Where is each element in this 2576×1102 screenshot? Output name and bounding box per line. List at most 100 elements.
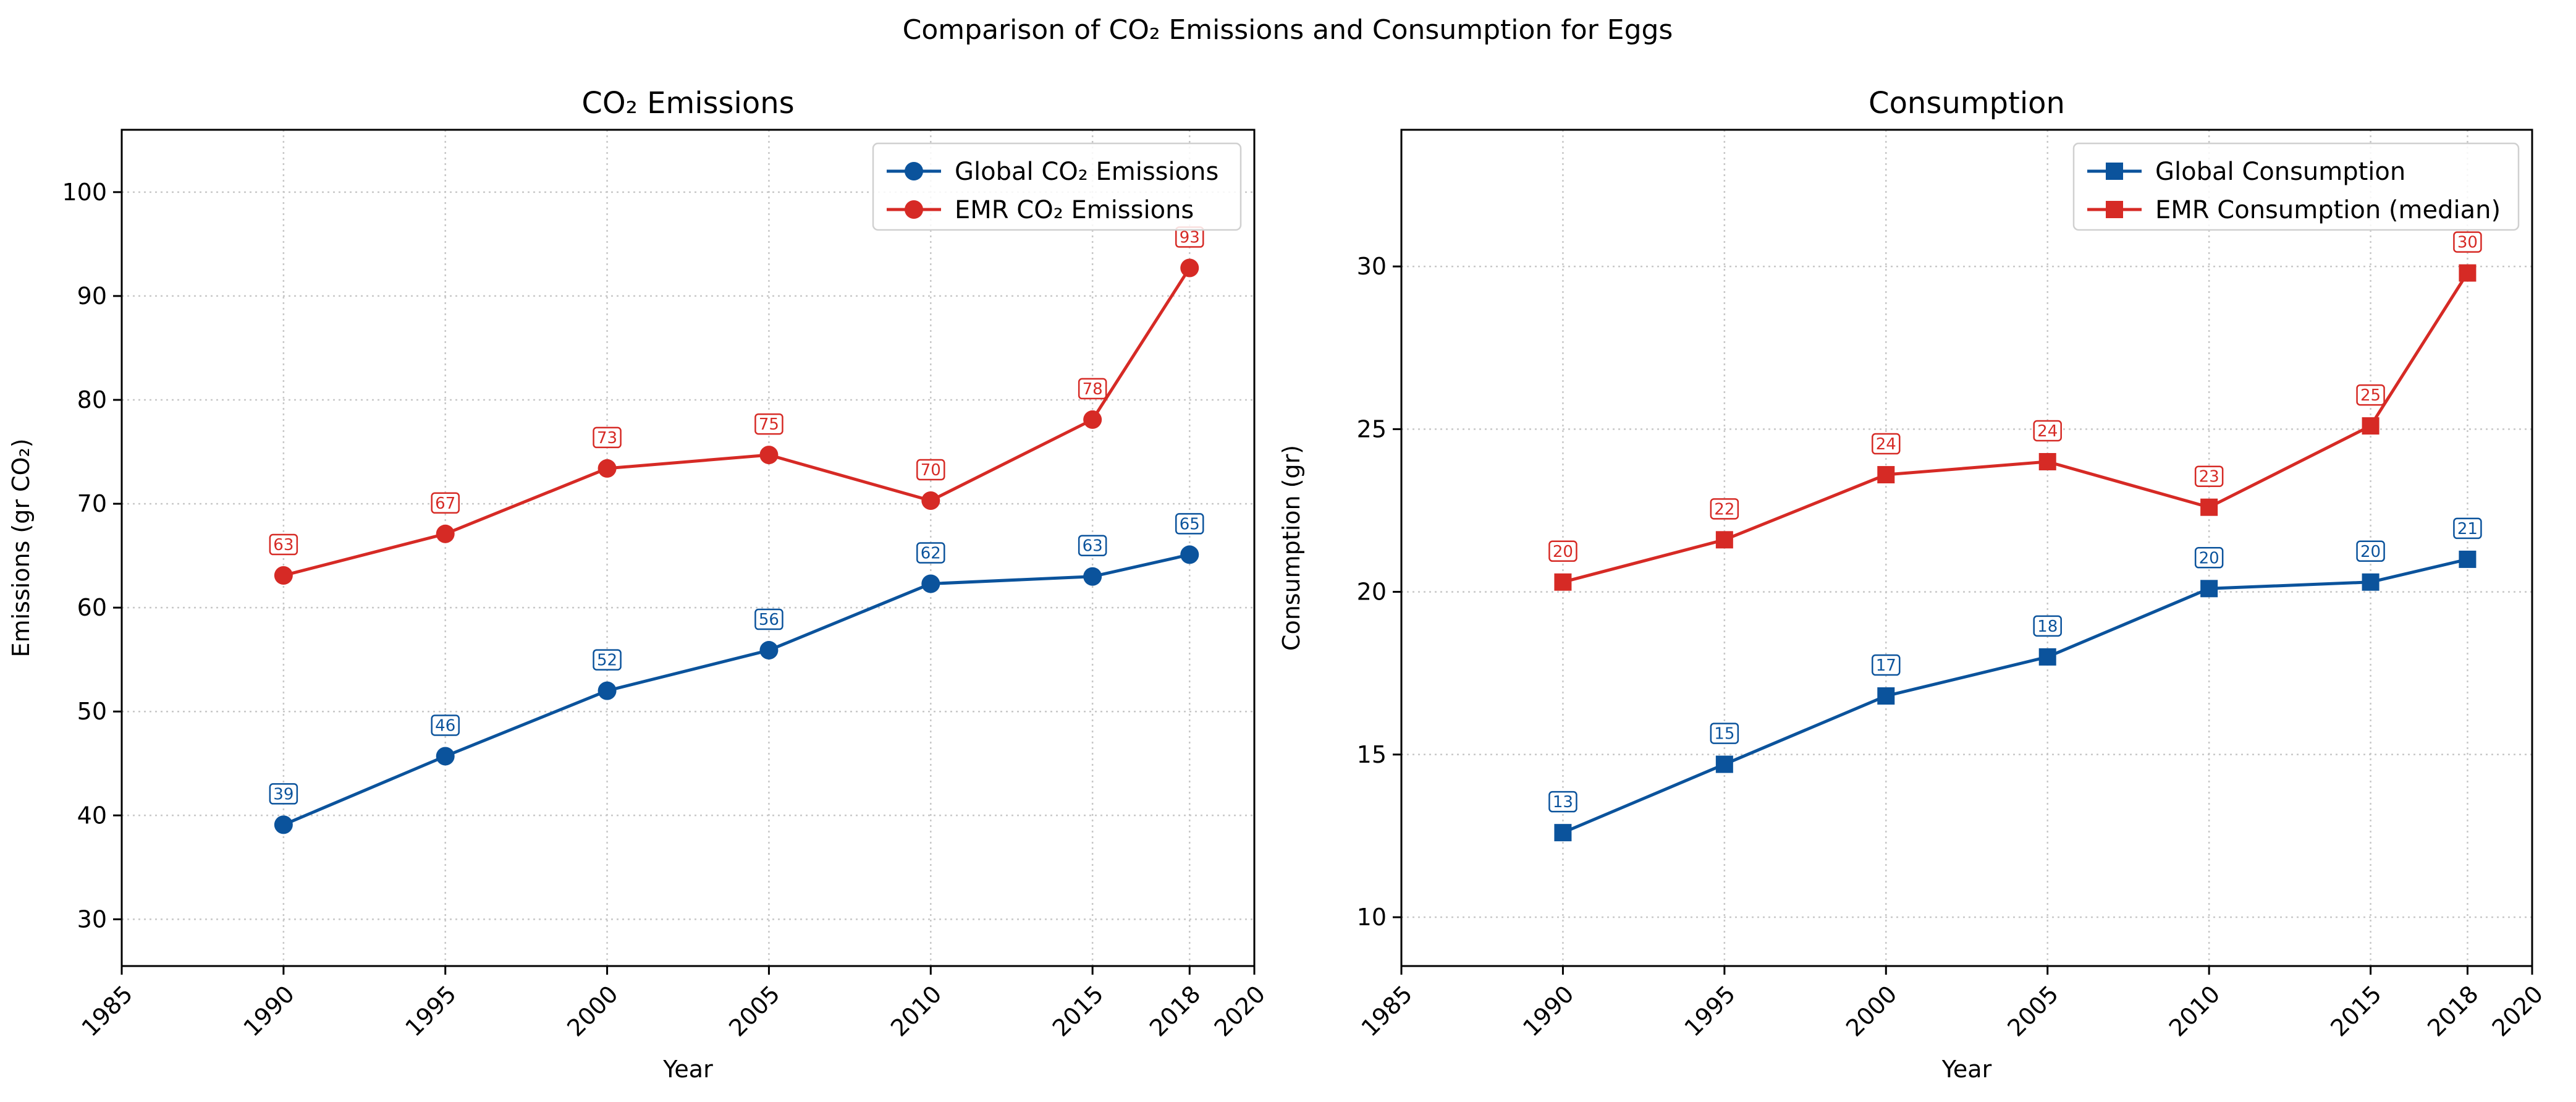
legend-marker (905, 200, 923, 219)
data-label: 15 (1714, 725, 1734, 744)
y-tick-label: 60 (77, 594, 107, 621)
y-tick-label: 70 (77, 490, 107, 517)
legend-item: Global CO₂ Emissions (887, 158, 1218, 186)
data-label-box (2356, 540, 2385, 562)
data-label-box (2453, 231, 2482, 253)
series-global: 13 15 17 18 20 20 21 (1548, 517, 2482, 842)
data-point (1715, 531, 1733, 549)
legend-box (872, 142, 1242, 231)
data-label: 39 (273, 785, 293, 803)
x-tick-label: 2000 (1841, 980, 1902, 1042)
data-point (436, 747, 455, 766)
data-point (2459, 264, 2477, 282)
plot-frame (1400, 129, 2533, 967)
data-label: 20 (2360, 543, 2381, 561)
data-point (274, 566, 293, 585)
x-tick-label: 2020 (1209, 980, 1271, 1042)
y-tick-label: 10 (1357, 904, 1387, 931)
data-point (1083, 410, 1102, 429)
x-axis-label: Year (662, 1056, 713, 1083)
data-label-box (593, 649, 622, 671)
data-point (1180, 545, 1199, 564)
data-label: 93 (1180, 229, 1200, 247)
data-label-box (431, 714, 460, 736)
data-point (759, 641, 779, 660)
x-tick-label: 2005 (724, 980, 785, 1042)
data-point (274, 815, 293, 834)
data-label: 46 (435, 716, 455, 735)
data-point (2362, 573, 2380, 591)
legend-label: EMR Consumption (median) (2155, 196, 2501, 224)
data-label-box (2033, 615, 2062, 637)
data-label-box (431, 492, 460, 514)
y-tick-label: 100 (62, 179, 107, 206)
data-label: 25 (2360, 386, 2381, 405)
data-label: 65 (1180, 515, 1200, 533)
data-point (1877, 687, 1895, 705)
legend-marker (2106, 163, 2123, 180)
legend-item: Global Consumption (2087, 158, 2405, 186)
legend: Global Consumption EMR Consumption (media… (2072, 142, 2520, 231)
data-label-box (1078, 378, 1107, 400)
data-label: 62 (921, 544, 941, 562)
data-label-box (1710, 498, 1739, 520)
data-label: 22 (1714, 500, 1734, 519)
plot-frame (120, 129, 1256, 967)
x-tick-label: 1995 (400, 980, 462, 1042)
y-tick-label: 15 (1357, 741, 1387, 768)
legend-marker (905, 162, 923, 180)
data-label-box (2453, 517, 2482, 540)
series-line (1562, 557, 2468, 834)
legend: Global CO₂ Emissions EMR CO₂ Emissions (872, 142, 1242, 231)
data-label-box (916, 542, 945, 564)
y-tick-label: 30 (77, 905, 107, 933)
data-label-box (269, 533, 298, 556)
data-label-box (1548, 540, 1577, 562)
data-label-box (2194, 547, 2224, 569)
y-axis-label: Emissions (gr CO₂) (7, 438, 35, 657)
y-tick-label: 20 (1357, 579, 1387, 606)
chart-panel-1: 1985 1990 1995 2000 2005 2010 2015 2018 2020 30 40… (7, 86, 1270, 1083)
x-tick-label: 2018 (2422, 980, 2484, 1042)
data-label: 73 (597, 429, 617, 447)
data-label-box (2194, 465, 2224, 487)
data-label-box (754, 608, 783, 630)
data-label: 18 (2037, 617, 2058, 636)
data-point (436, 524, 455, 543)
y-tick-label: 25 (1357, 415, 1387, 443)
data-label: 17 (1876, 656, 1896, 675)
data-label-box (754, 413, 783, 435)
x-tick-label: 2015 (1047, 980, 1109, 1042)
x-tick-label: 2010 (885, 980, 947, 1042)
data-label: 63 (1083, 537, 1103, 556)
x-tick-label: 1995 (1679, 980, 1741, 1042)
series-line (283, 267, 1191, 577)
y-tick-label: 50 (77, 698, 107, 725)
panel-title: Consumption (1869, 86, 2065, 121)
data-point (759, 446, 779, 465)
data-label-box (1872, 433, 1901, 455)
data-label: 24 (1876, 435, 1896, 454)
data-point (2038, 452, 2056, 470)
y-tick-label: 80 (77, 386, 107, 413)
data-point (2362, 417, 2380, 435)
x-tick-label: 1985 (1356, 980, 1418, 1042)
data-label: 20 (2199, 549, 2219, 567)
x-tick-label: 1990 (1518, 980, 1579, 1042)
x-axis-label: Year (1941, 1056, 1992, 1083)
legend-marker (2106, 201, 2123, 218)
data-point (1083, 567, 1102, 586)
x-tick-label: 2010 (2164, 980, 2226, 1042)
data-point (2038, 648, 2056, 666)
data-label: 21 (2457, 520, 2478, 538)
data-label: 52 (597, 651, 617, 670)
legend-item: EMR CO₂ Emissions (887, 196, 1194, 224)
series-emr: 20 22 24 24 23 25 30 (1548, 231, 2482, 591)
data-point (1715, 755, 1733, 773)
data-label-box (1175, 513, 1204, 535)
data-point (1877, 466, 1895, 484)
data-label-box (1548, 790, 1577, 813)
data-point (2459, 550, 2477, 568)
data-label-box (1710, 723, 1739, 744)
